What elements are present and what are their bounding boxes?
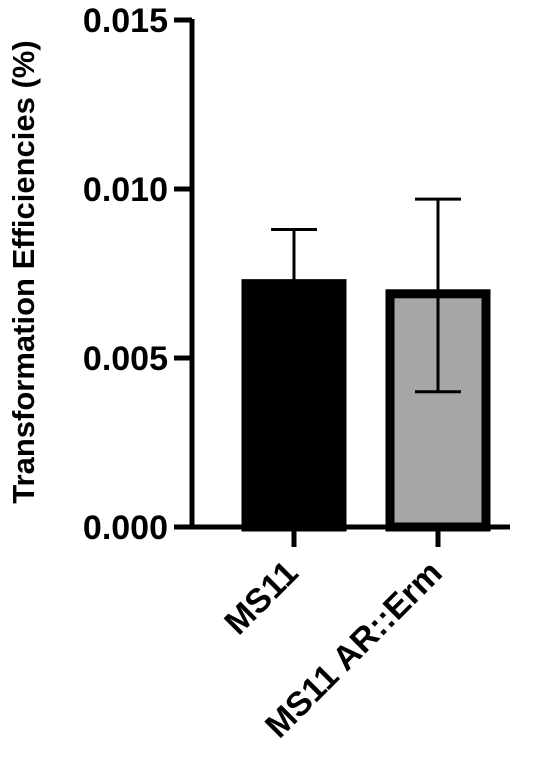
y-tick-label-3: 0.010 <box>83 171 168 209</box>
y-axis-label: Transformation Efficiencies (%) <box>6 40 41 503</box>
x-category-label-1: MS11 <box>217 554 305 642</box>
y-tick-label-2: 0.005 <box>83 340 168 378</box>
y-tick-label-1: 0.000 <box>83 509 168 547</box>
y-tick-label-4: 0.015 <box>83 2 168 40</box>
